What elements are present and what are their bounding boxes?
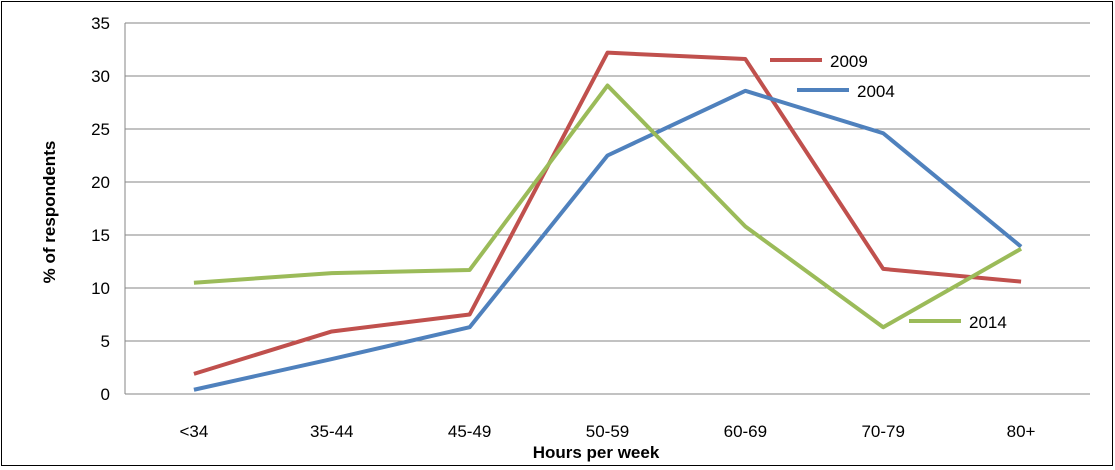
y-tick-label: 30 xyxy=(91,67,110,86)
x-tick-label: 35-44 xyxy=(310,422,353,441)
y-tick-label: 20 xyxy=(91,173,110,192)
x-tick-label: 80+ xyxy=(1007,422,1036,441)
legend-label-2009: 2009 xyxy=(830,52,868,71)
x-tick-label: <34 xyxy=(180,422,209,441)
legend-label-2014: 2014 xyxy=(969,313,1007,332)
x-tick-label: 60-69 xyxy=(724,422,767,441)
y-tick-label: 10 xyxy=(91,279,110,298)
y-tick-label: 35 xyxy=(91,14,110,33)
x-axis-ticks: <34 35-44 45-49 50-59 60-69 70-79 80+ xyxy=(180,422,1036,441)
legend: 2009 2004 2014 xyxy=(770,52,1007,332)
y-tick-label: 5 xyxy=(101,332,110,351)
y-axis-ticks: 0 5 10 15 20 25 30 35 xyxy=(91,14,110,404)
x-axis-title: Hours per week xyxy=(533,443,660,462)
series-line-2014 xyxy=(193,83,1023,330)
gridlines xyxy=(124,22,1090,395)
series-line-2009 xyxy=(193,50,1022,376)
y-tick-label: 25 xyxy=(91,120,110,139)
x-tick-label: 50-59 xyxy=(586,422,629,441)
y-tick-label: 0 xyxy=(101,385,110,404)
x-tick-label: 45-49 xyxy=(448,422,491,441)
series-lines xyxy=(193,50,1023,392)
series-line-2004 xyxy=(193,88,1023,392)
y-axis-title: % of respondents xyxy=(40,141,59,284)
y-tick-label: 15 xyxy=(91,226,110,245)
legend-label-2004: 2004 xyxy=(857,82,895,101)
x-tick-label: 70-79 xyxy=(861,422,904,441)
